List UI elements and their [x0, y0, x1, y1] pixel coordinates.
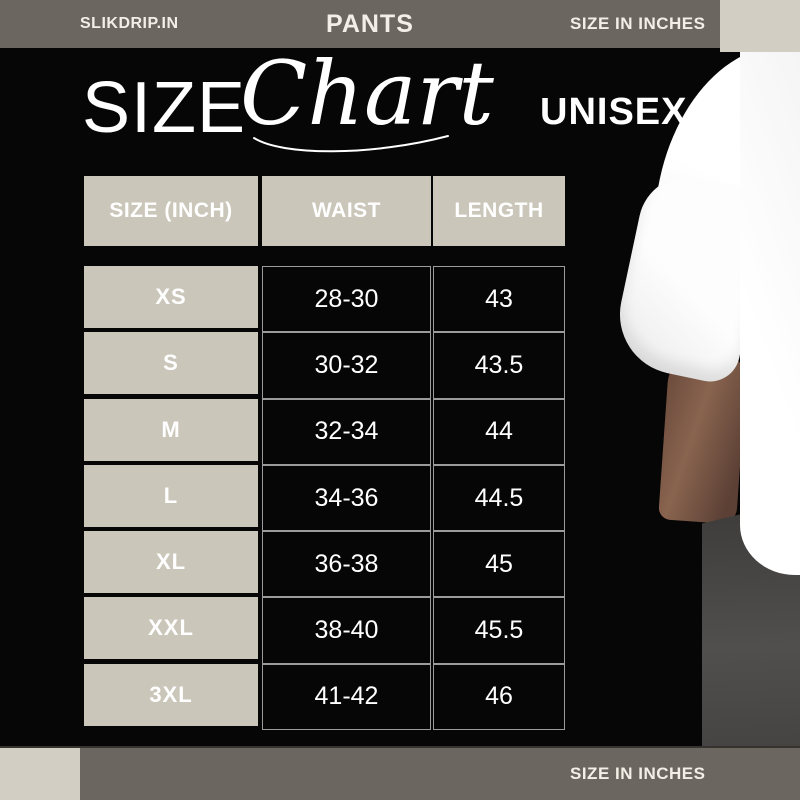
table-header-row: SIZE (INCH) WAIST LENGTH: [84, 176, 565, 246]
corner-block-top-right: [720, 0, 800, 52]
table-row: 3XL 41-42 46: [84, 663, 565, 731]
length-value: 43: [433, 266, 565, 333]
size-label: 3XL: [84, 663, 258, 726]
size-label: S: [84, 332, 258, 395]
size-label: XXL: [84, 597, 258, 660]
waist-value: 28-30: [262, 266, 431, 333]
length-value: 44: [433, 398, 565, 465]
length-value: 45.5: [433, 597, 565, 664]
length-value: 44.5: [433, 464, 565, 532]
brand-label: SLIKDRIP.IN: [80, 15, 179, 32]
category-label: PANTS: [326, 10, 414, 38]
header-length: LENGTH: [433, 176, 565, 246]
title-unisex-label: UNISEX: [540, 91, 688, 133]
size-label: XS: [84, 266, 258, 328]
waist-value: 36-38: [262, 531, 431, 598]
size-label: L: [84, 464, 258, 527]
chart-flourish-swash: [253, 135, 449, 153]
top-bar: SLIKDRIP.IN PANTS SIZE IN INCHES: [0, 0, 800, 48]
size-label: XL: [84, 531, 258, 594]
waist-value: 32-34: [262, 398, 431, 465]
header-waist: WAIST: [262, 176, 431, 246]
table-row: XL 36-38 45: [84, 531, 565, 598]
title-chart-word: Chart: [240, 42, 494, 145]
waist-value: 38-40: [262, 597, 431, 664]
table-row: S 30-32 43.5: [84, 332, 565, 399]
size-table: SIZE (INCH) WAIST LENGTH XS 28-30 43 S 3…: [84, 176, 565, 731]
table-row: M 32-34 44: [84, 398, 565, 465]
length-value: 46: [433, 663, 565, 731]
bottom-bar: SIZE IN INCHES: [0, 746, 800, 800]
unit-note-top: SIZE IN INCHES: [570, 14, 706, 33]
unit-note-bottom: SIZE IN INCHES: [570, 764, 706, 783]
waist-value: 41-42: [262, 663, 431, 731]
waist-value: 34-36: [262, 464, 431, 532]
length-value: 43.5: [433, 332, 565, 399]
length-value: 45: [433, 531, 565, 598]
model-shirt-torso: [740, 48, 800, 575]
table-header-gap: [84, 246, 565, 266]
size-label: M: [84, 398, 258, 461]
waist-value: 30-32: [262, 332, 431, 399]
table-row: XXL 38-40 45.5: [84, 597, 565, 664]
corner-block-bottom-left: [0, 748, 80, 800]
table-row: XS 28-30 43: [84, 266, 565, 333]
title-size-word: SIZE: [82, 68, 247, 148]
table-row: L 34-36 44.5: [84, 464, 565, 532]
header-size-inch: SIZE (INCH): [84, 176, 258, 246]
